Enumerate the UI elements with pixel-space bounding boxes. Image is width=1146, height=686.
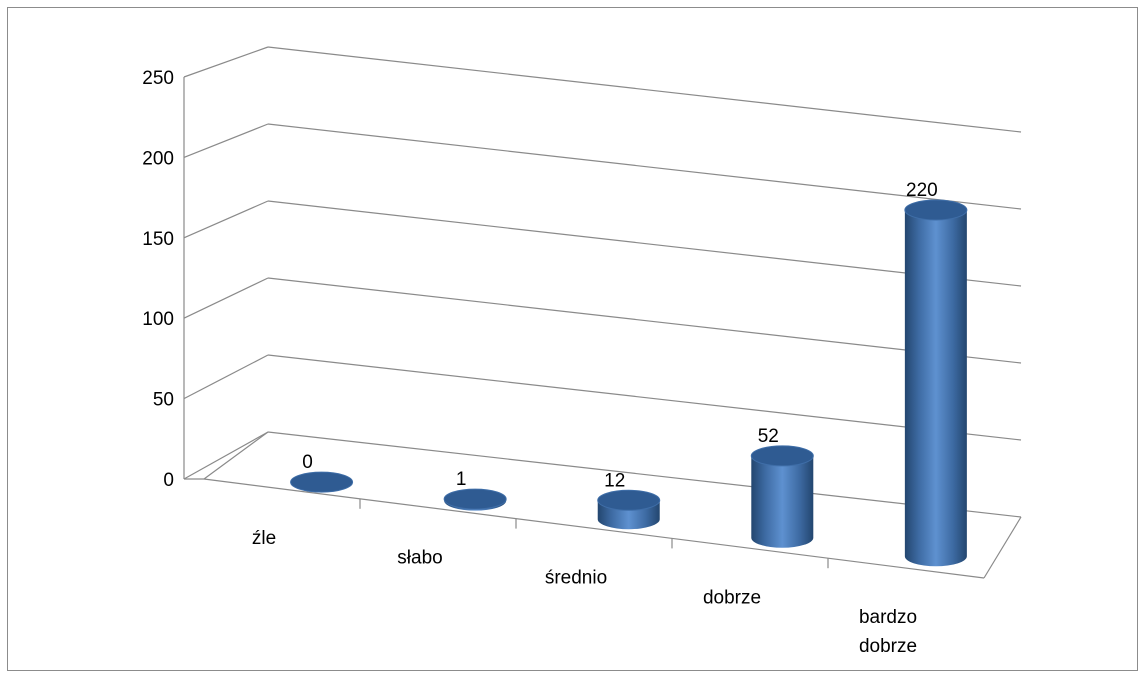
gridline-side-250: [183, 46, 269, 78]
floor-right-edge: [983, 516, 1022, 579]
gridline-side-150: [183, 200, 269, 239]
axis-layer: 0 50 100 150 200 250: [142, 68, 1022, 579]
x-category-label-2: średnio: [545, 568, 607, 589]
bar-chart: 0 50 100 150 200 250 0 źle 1 słabo 12 średnio 52 dob…: [142, 46, 1022, 657]
gridline-side-100: [183, 277, 269, 319]
gridline-side-200: [183, 123, 269, 158]
gridline-back-0: [267, 431, 1022, 518]
x-category-label-1: słabo: [397, 548, 442, 569]
data-label-4: 220: [906, 180, 938, 201]
gridline-back-150: [267, 200, 1022, 287]
chart-frame: 0 50 100 150 200 250 0 źle 1 słabo 12 średnio 52 dob…: [7, 7, 1138, 671]
floor-left-edge: [203, 431, 269, 480]
x-category-label-3: dobrze: [703, 587, 761, 608]
bar-top-0: [290, 471, 354, 493]
grid-layer: [183, 46, 1022, 518]
bar-4: [904, 199, 968, 567]
bar-body-3: [751, 455, 814, 548]
floor-front-edge: [203, 478, 985, 579]
bar-body-4: [904, 210, 967, 567]
bar-1: [443, 488, 507, 511]
gridline-back-50: [267, 354, 1022, 441]
y-tick-label: 100: [142, 309, 174, 330]
bar-3: [750, 445, 814, 548]
gridline-back-250: [267, 46, 1022, 133]
gridline-side-0: [183, 431, 269, 480]
data-label-3: 52: [758, 426, 779, 447]
bar-top-1: [443, 488, 507, 510]
bar-top-2: [597, 489, 661, 511]
bar-layer: [290, 199, 968, 567]
bar-2: [597, 489, 661, 530]
y-tick-label: 50: [153, 390, 174, 411]
y-tick-label: 200: [142, 148, 174, 169]
label-layer: 0 źle 1 słabo 12 średnio 52 dobrze 220 bardzo dobr…: [252, 180, 938, 657]
y-tick-label: 250: [142, 68, 174, 89]
x-category-label-0: źle: [252, 528, 276, 549]
bar-0: [290, 471, 354, 493]
data-label-0: 0: [302, 452, 313, 473]
bar-top-4: [904, 199, 968, 221]
bar-top-3: [750, 445, 814, 467]
data-label-2: 12: [604, 470, 625, 491]
x-category-label-4: bardzo dobrze: [859, 607, 917, 657]
gridline-side-50: [183, 354, 269, 400]
y-tick-label: 0: [163, 470, 174, 491]
y-tick-label: 150: [142, 229, 174, 250]
gridline-back-200: [267, 123, 1022, 210]
gridline-back-100: [267, 277, 1022, 364]
data-label-1: 1: [456, 469, 467, 490]
